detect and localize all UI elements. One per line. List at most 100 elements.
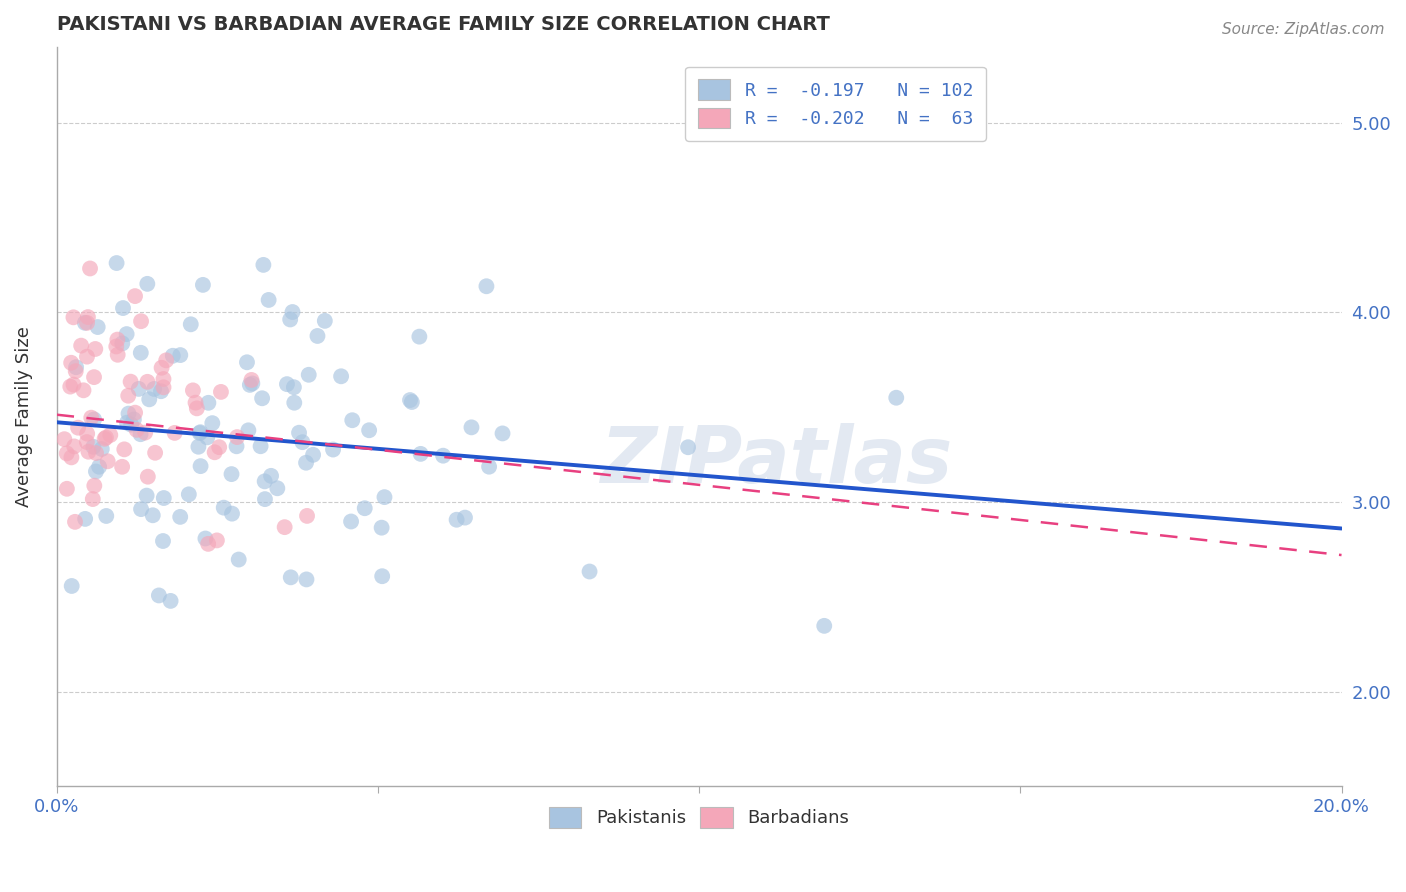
- Point: [148, 589, 170, 603]
- Point: [136, 469, 159, 483]
- Point: [76, 435, 98, 450]
- Point: [432, 449, 454, 463]
- Point: [239, 377, 262, 392]
- Point: [56, 482, 79, 496]
- Point: [353, 501, 375, 516]
- Point: [86, 320, 108, 334]
- Point: [291, 435, 314, 450]
- Point: [370, 521, 392, 535]
- Point: [283, 395, 305, 409]
- Point: [460, 420, 482, 434]
- Point: [162, 349, 184, 363]
- Point: [676, 440, 699, 454]
- Point: [273, 520, 295, 534]
- Point: [143, 446, 166, 460]
- Point: [124, 289, 146, 303]
- Point: [359, 423, 381, 437]
- Point: [225, 439, 247, 453]
- Point: [93, 432, 115, 446]
- Point: [252, 258, 274, 272]
- Point: [134, 425, 156, 440]
- Point: [208, 440, 231, 454]
- Point: [65, 360, 87, 375]
- Point: [188, 426, 211, 441]
- Point: [240, 376, 263, 391]
- Point: [298, 368, 321, 382]
- Point: [190, 425, 212, 440]
- Point: [152, 380, 174, 394]
- Point: [302, 448, 325, 462]
- Point: [124, 406, 146, 420]
- Point: [295, 573, 318, 587]
- Point: [330, 369, 353, 384]
- Point: [226, 430, 249, 444]
- Point: [128, 382, 150, 396]
- Text: PAKISTANI VS BARBADIAN AVERAGE FAMILY SIZE CORRELATION CHART: PAKISTANI VS BARBADIAN AVERAGE FAMILY SI…: [56, 15, 830, 34]
- Point: [307, 329, 329, 343]
- Point: [60, 356, 83, 370]
- Point: [76, 316, 98, 330]
- Point: [190, 459, 212, 474]
- Point: [96, 508, 118, 523]
- Point: [249, 439, 271, 453]
- Point: [180, 318, 202, 332]
- Point: [266, 481, 288, 495]
- Point: [75, 512, 97, 526]
- Point: [152, 491, 174, 505]
- Point: [186, 401, 208, 416]
- Point: [342, 413, 364, 427]
- Point: [283, 380, 305, 394]
- Point: [62, 377, 84, 392]
- Point: [169, 509, 191, 524]
- Point: [197, 396, 219, 410]
- Point: [238, 423, 260, 437]
- Point: [409, 447, 432, 461]
- Point: [446, 513, 468, 527]
- Point: [111, 336, 134, 351]
- Point: [107, 348, 129, 362]
- Point: [120, 375, 142, 389]
- Point: [82, 440, 104, 454]
- Point: [491, 426, 513, 441]
- Point: [105, 256, 128, 270]
- Point: [136, 277, 159, 291]
- Point: [70, 338, 93, 352]
- Point: [59, 379, 82, 393]
- Point: [129, 314, 152, 328]
- Point: [83, 412, 105, 426]
- Point: [204, 445, 226, 459]
- Point: [276, 377, 298, 392]
- Point: [278, 312, 301, 326]
- Point: [67, 420, 90, 434]
- Point: [177, 487, 200, 501]
- Point: [90, 442, 112, 456]
- Point: [187, 440, 209, 454]
- Point: [163, 425, 186, 440]
- Point: [142, 508, 165, 523]
- Point: [97, 454, 120, 468]
- Point: [105, 339, 128, 353]
- Point: [117, 407, 139, 421]
- Point: [288, 425, 311, 440]
- Point: [371, 569, 394, 583]
- Point: [260, 468, 283, 483]
- Point: [72, 384, 94, 398]
- Point: [129, 502, 152, 516]
- Point: [77, 310, 100, 324]
- Point: [143, 382, 166, 396]
- Point: [228, 552, 250, 566]
- Point: [454, 510, 477, 524]
- Point: [236, 355, 259, 369]
- Point: [295, 508, 318, 523]
- Point: [478, 459, 501, 474]
- Point: [65, 364, 87, 378]
- Point: [138, 392, 160, 407]
- Point: [84, 446, 107, 460]
- Point: [80, 410, 103, 425]
- Point: [250, 391, 273, 405]
- Point: [62, 310, 84, 325]
- Point: [221, 507, 243, 521]
- Point: [73, 316, 96, 330]
- Text: Source: ZipAtlas.com: Source: ZipAtlas.com: [1222, 22, 1385, 37]
- Point: [150, 360, 173, 375]
